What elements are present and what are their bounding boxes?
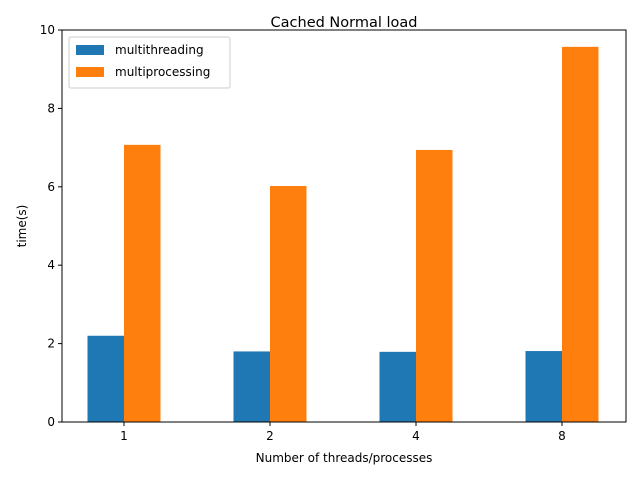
chart-title: Cached Normal load (271, 15, 418, 31)
bars-group (87, 46, 599, 423)
legend-box (68, 36, 231, 89)
y-tick-label: 6 (47, 180, 55, 194)
bar-multithreading-8 (525, 351, 562, 422)
bar-multithreading-1 (87, 335, 124, 422)
y-tick-label: 8 (47, 101, 55, 115)
x-tick-label: 8 (558, 429, 566, 443)
bar-multiprocessing-1 (124, 144, 161, 422)
y-axis-label: time(s) (15, 205, 29, 248)
legend-swatch-multiprocessing (76, 67, 104, 77)
y-tick-label: 0 (47, 415, 55, 429)
bar-multithreading-4 (379, 351, 416, 422)
y-tick-label: 10 (40, 23, 55, 37)
legend-label-multithreading: multithreading (115, 43, 204, 57)
x-tick-label: 4 (412, 429, 420, 443)
bar-multithreading-2 (233, 351, 270, 422)
bar-multiprocessing-2 (270, 186, 307, 422)
legend-label-multiprocessing: multiprocessing (115, 65, 210, 79)
y-tick-label: 2 (47, 337, 55, 351)
y-tick-label: 4 (47, 258, 55, 272)
x-tick-label: 1 (120, 429, 128, 443)
legend-swatch-multithreading (76, 45, 104, 55)
bar-multiprocessing-4 (416, 149, 453, 422)
legend: multithreading multiprocessing (68, 36, 231, 89)
bar-multiprocessing-8 (562, 46, 599, 423)
plot-frame (61, 29, 627, 423)
ticks-group: 1 2 4 8 0 2 4 6 8 10 (40, 23, 566, 443)
x-axis-label: Number of threads/processes (256, 451, 433, 465)
x-tick-label: 2 (266, 429, 274, 443)
